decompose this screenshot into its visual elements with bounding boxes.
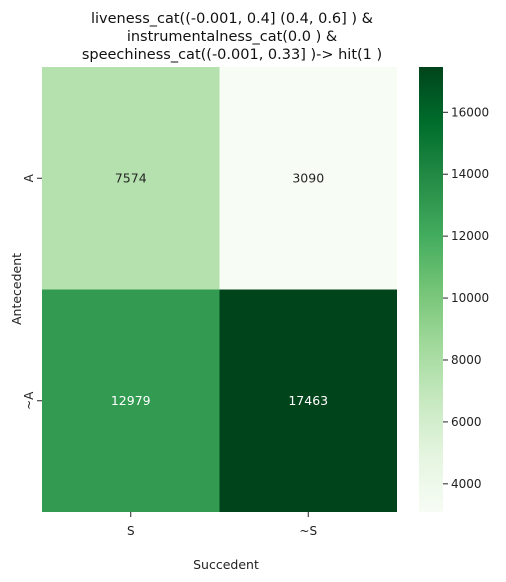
cell-value-label: 3090	[292, 170, 324, 185]
colorbar: 4000 6000 8000 10000 12000 14000 16000	[419, 67, 489, 512]
colorbar-tick-label: 10000	[451, 291, 489, 305]
colorbar-ticks: 4000 6000 8000 10000 12000 14000 16000	[443, 105, 489, 491]
colorbar-tick-label: 12000	[451, 229, 489, 243]
heatmap-cell	[42, 289, 220, 512]
chart-title: liveness_cat((-0.001, 0.4] (0.4, 0.6] ) …	[82, 11, 382, 63]
cell-value-label: 7574	[115, 170, 147, 185]
heatmap-cell-labels: 7574 3090 12979 17463	[111, 170, 328, 408]
heatmap-cell	[42, 67, 220, 290]
cell-value-label: 12979	[111, 393, 151, 408]
title-line-1: liveness_cat((-0.001, 0.4] (0.4, 0.6] ) …	[91, 11, 373, 27]
title-line-2: instrumentalness_cat(0.0 ) &	[127, 29, 337, 45]
colorbar-tick-label: 16000	[451, 105, 489, 119]
colorbar-tick-label: 6000	[451, 415, 482, 429]
colorbar-tick-label: 4000	[451, 477, 482, 491]
heatmap-cell	[219, 289, 397, 512]
y-axis-ticks: A ~A	[22, 173, 42, 410]
x-tick-label: ~S	[299, 524, 317, 538]
colorbar-tick-label: 8000	[451, 353, 482, 367]
title-line-3: speechiness_cat((-0.001, 0.33] )-> hit(1…	[82, 47, 382, 63]
y-tick-label: ~A	[22, 391, 36, 410]
x-tick-label: S	[127, 524, 135, 538]
heatmap-cell	[219, 67, 397, 290]
colorbar-gradient	[419, 67, 443, 512]
cell-value-label: 17463	[288, 393, 328, 408]
x-axis-ticks: S ~S	[127, 512, 317, 538]
colorbar-tick-label: 14000	[451, 167, 489, 181]
y-tick-label: A	[22, 173, 36, 182]
x-axis-label: Succedent	[193, 557, 259, 572]
heatmap-cells	[42, 67, 397, 512]
y-axis-label: Antecedent	[9, 253, 24, 325]
